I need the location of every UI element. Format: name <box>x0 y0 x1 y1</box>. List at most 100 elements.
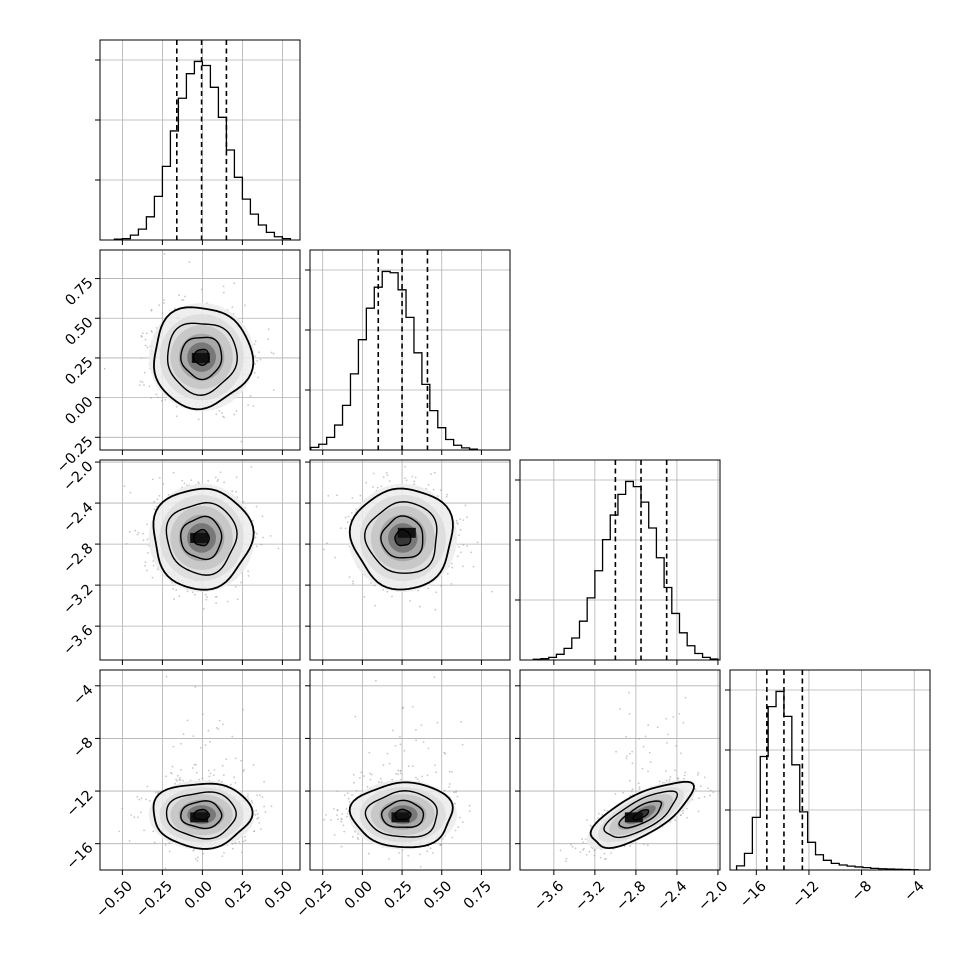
scatter-point <box>182 299 185 301</box>
scatter-point <box>365 481 368 484</box>
scatter-point <box>145 332 148 335</box>
scatter-point <box>352 580 354 583</box>
scatter-point <box>588 850 591 853</box>
scatter-point <box>395 772 398 775</box>
scatter-point <box>420 724 423 726</box>
scatter-point <box>433 676 436 679</box>
scatter-point <box>435 771 438 774</box>
scatter-point <box>359 777 361 779</box>
scatter-point <box>182 779 185 782</box>
scatter-point <box>325 814 327 816</box>
density-peak <box>391 812 410 823</box>
scatter-point <box>712 791 715 794</box>
scatter-point <box>140 357 143 359</box>
scatter-point <box>152 830 155 833</box>
scatter-point <box>222 774 225 776</box>
scatter-point <box>235 476 238 479</box>
scatter-point <box>220 781 223 783</box>
scatter-point <box>443 789 446 792</box>
scatter-point <box>190 479 193 481</box>
scatter-point <box>445 495 448 498</box>
contour-line-2 <box>180 800 223 830</box>
scatter-point <box>468 804 471 807</box>
scatter-point <box>352 582 355 585</box>
scatter-point <box>181 479 184 482</box>
scatter-point <box>149 799 151 802</box>
scatter-point <box>223 416 226 419</box>
hist-step-3 <box>735 690 919 870</box>
scatter-point <box>254 355 256 357</box>
scatter-point <box>380 781 383 784</box>
scatter-point <box>623 845 626 848</box>
scatter-point <box>238 840 241 843</box>
scatter-point <box>191 767 194 769</box>
scatter-point <box>150 330 153 332</box>
scatter-point <box>343 794 346 797</box>
scatter-point <box>403 477 406 479</box>
scatter-point <box>344 527 347 530</box>
panel-frame <box>309 249 511 451</box>
scatter-point <box>229 783 232 786</box>
scatter-point <box>446 493 448 496</box>
contour-line-0 <box>348 487 454 591</box>
scatter-point <box>261 796 264 798</box>
scatter-point <box>199 747 202 749</box>
scatter-point <box>397 769 399 772</box>
scatter-point <box>164 844 167 846</box>
scatter-point <box>459 518 461 520</box>
scatter-point <box>140 334 143 337</box>
scatter-point <box>141 332 144 335</box>
scatter-point <box>382 476 385 479</box>
scatter-point <box>172 745 175 748</box>
scatter-point <box>175 628 177 630</box>
pair-panel-1-2 <box>309 459 511 661</box>
scatter-point <box>354 715 357 718</box>
scatter-point <box>459 528 462 531</box>
scatter-point <box>141 381 144 383</box>
scatter-point <box>197 481 200 484</box>
scatter-point <box>222 291 225 294</box>
scatter-point <box>628 712 631 715</box>
scatter-point <box>454 802 456 805</box>
scatter-point <box>143 384 145 386</box>
scatter-point <box>386 590 389 593</box>
scatter-point <box>376 486 379 489</box>
scatter-point <box>429 847 432 850</box>
scatter-point <box>256 817 259 820</box>
scatter-point <box>209 772 212 775</box>
scatter-point <box>218 410 221 412</box>
scatter-point <box>427 587 429 590</box>
contour-line-0 <box>152 487 255 591</box>
panel-frame <box>99 249 301 451</box>
scatter-point <box>374 604 376 607</box>
scatter-point <box>196 859 199 862</box>
scatter-point <box>418 605 421 608</box>
scatter-point <box>351 794 353 797</box>
scatter-point <box>249 395 252 397</box>
scatter-point <box>207 729 210 732</box>
scatter-point <box>217 728 220 730</box>
scatter-point <box>194 763 197 766</box>
scatter-point <box>413 483 416 486</box>
scatter-point <box>323 818 326 821</box>
scatter-point <box>363 595 366 598</box>
scatter-point <box>154 791 157 794</box>
scatter-point <box>240 759 243 762</box>
contour-line-3 <box>193 808 211 821</box>
scatter-point <box>257 376 259 379</box>
scatter-point <box>388 480 391 482</box>
scatter-point <box>156 568 159 571</box>
scatter-point <box>363 775 365 777</box>
contour-line-3 <box>192 348 210 367</box>
scatter-point <box>571 845 574 848</box>
scatter-point <box>583 847 585 850</box>
scatter-point <box>476 541 479 544</box>
scatter-point <box>379 777 382 780</box>
scatter-point <box>175 778 178 781</box>
scatter-point <box>334 556 336 559</box>
pair-panel-0-3 <box>99 628 301 871</box>
panel-frame <box>519 459 721 661</box>
scatter-point <box>205 598 208 601</box>
scatter-point <box>142 539 145 542</box>
scatter-point <box>683 777 685 780</box>
